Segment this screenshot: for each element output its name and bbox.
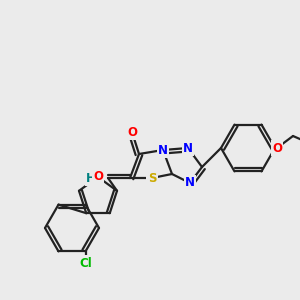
Text: O: O [127, 125, 137, 139]
Text: N: N [183, 142, 193, 154]
Text: S: S [148, 172, 156, 184]
Text: O: O [93, 170, 103, 184]
Text: N: N [185, 176, 195, 190]
Text: O: O [272, 142, 282, 154]
Text: Cl: Cl [79, 257, 92, 270]
Text: N: N [158, 143, 168, 157]
Text: H: H [86, 172, 96, 184]
